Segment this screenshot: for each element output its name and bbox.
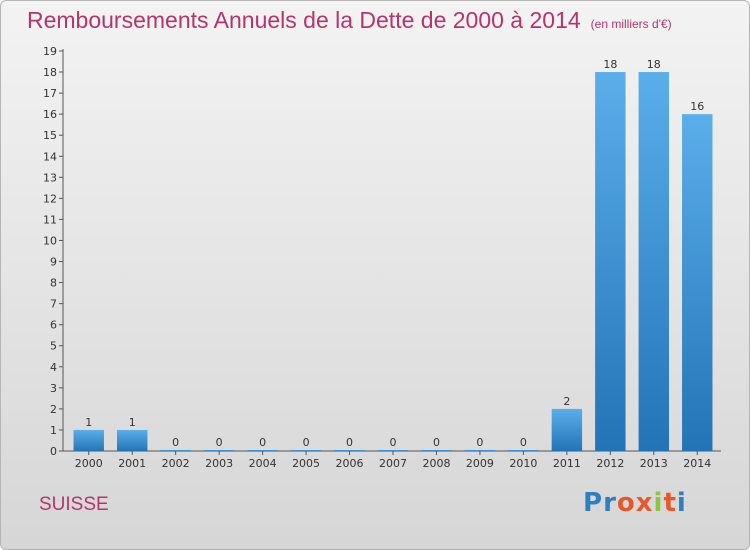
y-tick-label: 11 — [43, 213, 57, 226]
data-label-2002: 0 — [172, 436, 179, 449]
data-label-2000: 1 — [85, 416, 92, 429]
chart-bars — [73, 72, 713, 451]
y-tick-label: 3 — [50, 382, 57, 395]
data-label-2013: 18 — [647, 58, 661, 71]
x-tick-label-2012: 2012 — [596, 457, 624, 470]
logo-letter: i — [676, 488, 687, 518]
data-label-2010: 0 — [520, 436, 527, 449]
bar-2007 — [377, 450, 409, 451]
y-tick-label: 12 — [43, 192, 57, 205]
x-tick-label-2009: 2009 — [466, 457, 494, 470]
data-label-2007: 0 — [390, 436, 397, 449]
bar-2013 — [638, 72, 670, 451]
logo-letter: o — [616, 488, 636, 518]
bar-2002 — [160, 450, 191, 451]
y-tick-label: 16 — [43, 108, 57, 121]
data-label-2008: 0 — [433, 436, 440, 449]
data-label-2001: 1 — [129, 416, 136, 429]
proxiti-logo: Proxiti — [583, 488, 687, 518]
bar-2005 — [290, 450, 322, 451]
data-label-2012: 18 — [603, 58, 617, 71]
bar-2008 — [421, 450, 452, 451]
y-tick-label: 8 — [50, 277, 57, 290]
x-tick-label-2011: 2011 — [553, 457, 581, 470]
x-tick-label-2013: 2013 — [640, 457, 668, 470]
y-tick-label: 14 — [43, 150, 57, 163]
x-tick-label-2002: 2002 — [162, 457, 190, 470]
data-label-2006: 0 — [346, 436, 353, 449]
logo-letter: i — [653, 488, 664, 518]
bar-2006 — [334, 450, 365, 451]
bar-2012 — [595, 72, 626, 451]
x-tick-label-2008: 2008 — [422, 457, 450, 470]
data-label-2014: 16 — [690, 100, 704, 113]
x-tick-label-2004: 2004 — [249, 457, 277, 470]
bar-2003 — [203, 450, 235, 451]
bar-2014 — [682, 114, 713, 451]
logo-letter: t — [663, 488, 677, 518]
y-tick-label: 2 — [50, 403, 57, 416]
logo-letter: r — [603, 488, 617, 518]
x-tick-label-2000: 2000 — [75, 457, 103, 470]
y-tick-label: 0 — [50, 445, 57, 458]
data-label-2003: 0 — [216, 436, 223, 449]
x-tick-label-2014: 2014 — [683, 457, 711, 470]
bar-2001 — [116, 429, 148, 451]
y-tick-label: 9 — [50, 256, 57, 269]
x-tick-label-2001: 2001 — [118, 457, 146, 470]
x-tick-label-2005: 2005 — [292, 457, 320, 470]
x-tick-label-2006: 2006 — [336, 457, 364, 470]
y-tick-label: 5 — [50, 340, 57, 353]
bar-2009 — [464, 450, 496, 451]
bar-2000 — [73, 429, 104, 451]
data-label-2009: 0 — [476, 436, 483, 449]
y-tick-label: 18 — [43, 66, 57, 79]
chart-title-text: Remboursements Annuels de la Dette de 20… — [27, 7, 581, 33]
logo-letter: x — [635, 488, 654, 518]
chart-subtitle: (en milliers d'€) — [590, 17, 672, 31]
y-tick-label: 7 — [50, 298, 57, 311]
data-label-2005: 0 — [303, 436, 310, 449]
bar-2010 — [508, 450, 539, 451]
chart-title: Remboursements Annuels de la Dette de 20… — [27, 7, 672, 34]
y-tick-label: 10 — [43, 234, 57, 247]
bar-2011 — [551, 408, 583, 451]
bar-2004 — [247, 450, 278, 451]
y-tick-label: 13 — [43, 171, 57, 184]
y-tick-label: 1 — [50, 424, 57, 437]
logo-letter: P — [583, 488, 604, 518]
x-tick-label-2003: 2003 — [205, 457, 233, 470]
y-tick-label: 17 — [43, 87, 57, 100]
x-tick-label-2010: 2010 — [509, 457, 537, 470]
y-tick-label: 19 — [43, 45, 57, 58]
chart-data-labels: 1 1 0 0 0 0 0 0 0 0 0 2 18 18 16 — [85, 58, 704, 449]
x-tick-label-2007: 2007 — [379, 457, 407, 470]
data-label-2004: 0 — [259, 436, 266, 449]
y-tick-label: 15 — [43, 129, 57, 142]
y-tick-label: 4 — [50, 361, 57, 374]
data-label-2011: 2 — [563, 395, 570, 408]
place-name: SUISSE — [39, 494, 109, 515]
y-tick-label: 6 — [50, 319, 57, 332]
